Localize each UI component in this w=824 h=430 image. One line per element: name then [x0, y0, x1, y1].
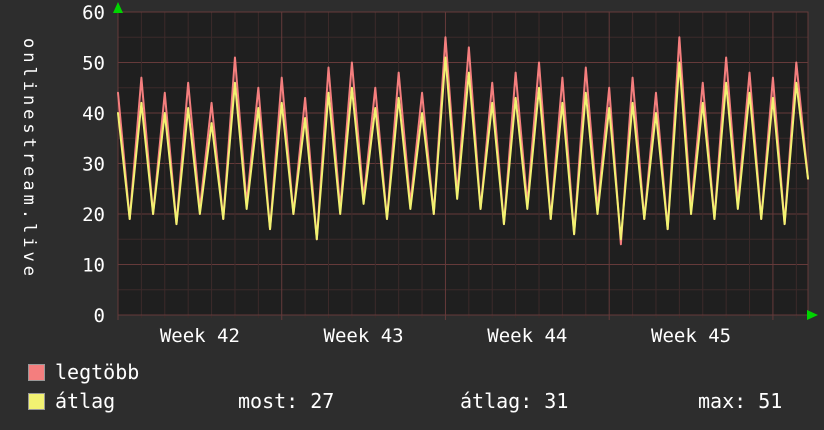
stat-atlag-value: 31 [544, 389, 569, 413]
y-tick-label: 0 [94, 305, 105, 327]
y-tick-label: 30 [82, 154, 105, 176]
stat-max-value: 51 [758, 389, 783, 413]
x-tick-label: Week 42 [160, 325, 240, 347]
y-axis-arrow-icon [113, 2, 123, 13]
x-tick-label: Week 44 [487, 325, 567, 347]
x-tick-label: Week 43 [324, 325, 404, 347]
y-tick-label: 10 [82, 255, 105, 277]
stat-most: most: 27 [238, 391, 334, 411]
series-line-1 [117, 56, 809, 241]
plot-border [117, 11, 809, 316]
stat-most-value: 27 [310, 389, 335, 413]
y-tick-label: 40 [82, 103, 105, 125]
stat-max-label: max: [698, 389, 747, 413]
stat-atlag-label: átlag: [460, 389, 533, 413]
legend-swatch-atlag [28, 392, 45, 410]
y-tick-label: 50 [82, 53, 105, 75]
legend-swatch-legtobb [28, 363, 45, 381]
y-tick-label: 20 [82, 204, 105, 226]
x-axis-arrow-icon [807, 310, 818, 320]
stat-most-label: most: [238, 389, 299, 413]
x-tick-label: Week 45 [651, 325, 731, 347]
vertical-axis-title: onlinestream.live [19, 38, 39, 280]
legend-label-legtobb: legtöbb [55, 360, 140, 384]
legend-item-legtobb: legtöbb [28, 362, 139, 382]
chart-canvas: onlinestream.live 0 10 20 30 40 50 60 Week 42 We… [19, 2, 818, 347]
stat-max: max: 51 [698, 391, 782, 411]
y-tick-label: 60 [82, 2, 105, 24]
stat-atlag: átlag: 31 [460, 391, 568, 411]
legend-item-atlag: átlag [28, 391, 115, 411]
legend-label-atlag: átlag [55, 389, 116, 413]
